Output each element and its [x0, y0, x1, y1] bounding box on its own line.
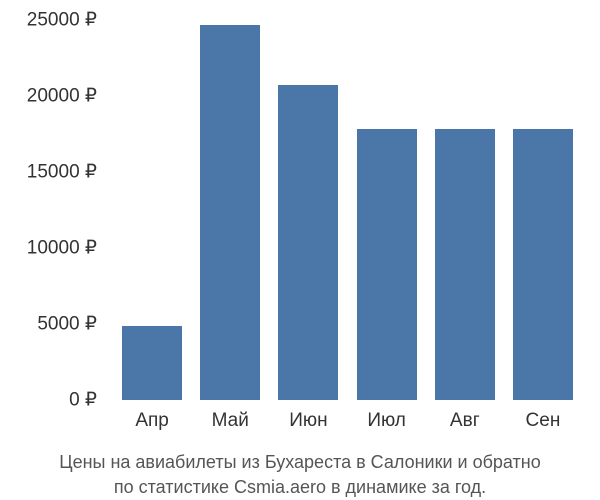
bar-wrap [113, 20, 191, 400]
x-tick-label: Май [191, 410, 269, 432]
x-axis: АпрМайИюнИюлАвгСен [105, 400, 590, 432]
y-tick-label: 5000 ₽ [37, 313, 97, 336]
bar [513, 129, 573, 400]
bar-wrap [348, 20, 426, 400]
plot-area [105, 20, 590, 400]
x-tick-label: Сен [504, 410, 582, 432]
x-tick-label: Авг [426, 410, 504, 432]
bar [357, 129, 417, 400]
bar-wrap [504, 20, 582, 400]
x-tick-label: Июл [348, 410, 426, 432]
y-tick-label: 20000 ₽ [27, 85, 97, 108]
bar [278, 85, 338, 400]
chart-area: 0 ₽5000 ₽10000 ₽15000 ₽20000 ₽25000 ₽ [10, 20, 590, 400]
x-tick-label: Апр [113, 410, 191, 432]
chart-container: 0 ₽ 5000 ₽ 10000 ₽ 15000 ₽ 20000 ₽ 25000 ₽ Ап… [0, 0, 600, 500]
x-tick-label: Июн [269, 410, 347, 432]
caption-line-1: Цены на авиабилеты из Бухареста в Салони… [10, 450, 590, 475]
bar-wrap [426, 20, 504, 400]
bar [200, 25, 260, 400]
bar [122, 326, 182, 400]
y-tick-label: 0 ₽ [69, 389, 97, 412]
caption-line-2: по статистике Csmia.aero в динамике за г… [10, 475, 590, 500]
y-tick-label: 10000 ₽ [27, 237, 97, 260]
y-tick-label: 25000 ₽ [27, 9, 97, 32]
bar-wrap [269, 20, 347, 400]
chart-caption: Цены на авиабилеты из Бухареста в Салони… [10, 450, 590, 500]
y-tick-label: 15000 ₽ [27, 161, 97, 184]
bar [435, 129, 495, 400]
bar-wrap [191, 20, 269, 400]
y-axis: 0 ₽5000 ₽10000 ₽15000 ₽20000 ₽25000 ₽ [10, 20, 105, 400]
